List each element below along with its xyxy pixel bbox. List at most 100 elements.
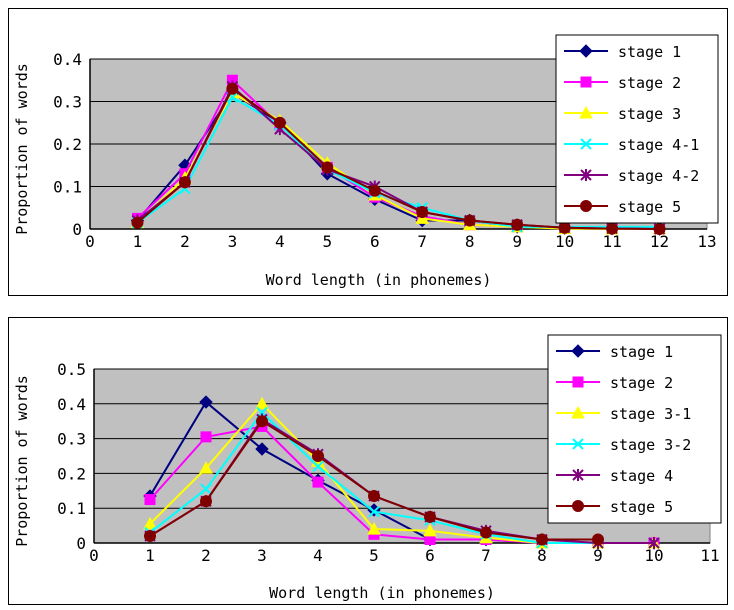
x-tick-label: 10 xyxy=(555,232,574,251)
legend-item-stage-5: stage 5 xyxy=(556,498,673,516)
data-point xyxy=(178,176,191,189)
legend-item-stage-2: stage 2 xyxy=(564,74,681,92)
data-point xyxy=(199,461,213,474)
legend-item-stage-5: stage 5 xyxy=(564,198,681,216)
x-tick-label: 9 xyxy=(593,546,603,565)
legend-label: stage 2 xyxy=(618,74,681,92)
y-tick-label: 0 xyxy=(72,220,82,239)
y-tick-label: 0.3 xyxy=(53,93,82,112)
x-tick-label: 12 xyxy=(650,232,669,251)
data-point xyxy=(144,494,156,505)
chart-bottom-svg: 0 0.1 0.2 0.3 0.4 0.5 0 1 2 3 4 5 6 7 8 9 10 11 Word lengt… xyxy=(13,334,722,602)
legend-item-stage-4-2: stage 4-2 xyxy=(564,167,699,185)
legend-item-stage-1: stage 1 xyxy=(556,343,673,361)
data-point xyxy=(536,533,548,546)
x-tick-label: 1 xyxy=(133,232,143,251)
y-tick-label: 0.1 xyxy=(57,499,86,518)
x-tick-label: 4 xyxy=(313,546,323,565)
y-tick-label: 0 xyxy=(76,534,86,553)
data-point xyxy=(131,216,144,229)
data-point xyxy=(143,516,157,530)
legend-marker xyxy=(580,200,592,212)
legend-label: stage 3-1 xyxy=(610,405,691,423)
y-tick-label: 0.5 xyxy=(57,360,86,379)
x-tick-label: 7 xyxy=(481,546,491,565)
data-point xyxy=(368,184,381,197)
data-point xyxy=(273,116,286,129)
x-tick-label: 3 xyxy=(257,546,267,565)
series-stage-5 xyxy=(144,415,604,546)
data-point xyxy=(558,221,571,234)
x-axis-title: Word length (in phonemes) xyxy=(269,584,495,602)
x-tick-label: 13 xyxy=(697,232,716,251)
legend-item-stage-4: stage 4 xyxy=(556,467,673,485)
data-point xyxy=(200,495,212,508)
data-point xyxy=(648,537,660,549)
x-tick-label: 9 xyxy=(512,232,522,251)
legend-item-stage-3-1: stage 3-1 xyxy=(556,405,691,423)
series-line xyxy=(149,410,654,544)
legend-label: stage 1 xyxy=(618,43,681,61)
y-tick-label: 0.2 xyxy=(57,464,86,483)
legend-label: stage 3 xyxy=(618,105,681,123)
legend-marker xyxy=(580,76,592,88)
legend-label: stage 5 xyxy=(610,498,673,516)
legend-marker xyxy=(572,438,584,450)
chart-panel-bottom: 0 0.1 0.2 0.3 0.4 0.5 0 1 2 3 4 5 6 7 8 9 10 11 Word lengt… xyxy=(8,317,728,605)
x-tick-label: 7 xyxy=(417,232,427,251)
legend-box xyxy=(555,34,719,224)
x-tick-label: 5 xyxy=(369,546,379,565)
legend-marker xyxy=(580,138,592,150)
data-point xyxy=(463,214,476,227)
x-tick-label: 11 xyxy=(602,232,621,251)
legend-label: stage 4-1 xyxy=(618,136,699,154)
data-point xyxy=(312,476,324,488)
legend-marker xyxy=(579,105,593,119)
data-point xyxy=(367,522,381,535)
series-stage-5 xyxy=(131,82,666,235)
data-point xyxy=(321,161,334,174)
x-tick-label: 6 xyxy=(370,232,380,251)
legend-item-stage-2: stage 2 xyxy=(556,374,673,392)
data-point xyxy=(480,526,492,539)
y-tick-label: 0.2 xyxy=(53,135,82,154)
data-point xyxy=(226,82,239,95)
legend-marker xyxy=(572,500,584,512)
x-tick-label: 8 xyxy=(537,546,547,565)
data-point xyxy=(368,505,380,518)
y-tick-label: 0.4 xyxy=(57,395,86,414)
data-point xyxy=(416,206,429,218)
legend-box xyxy=(547,334,722,524)
legend-marker xyxy=(579,44,593,58)
x-tick-label: 3 xyxy=(228,232,238,251)
data-point xyxy=(256,415,268,428)
data-point xyxy=(312,460,324,473)
x-tick-label: 10 xyxy=(644,546,663,565)
data-point xyxy=(144,530,156,543)
x-tick-label: 11 xyxy=(700,546,719,565)
data-point xyxy=(368,490,380,503)
data-point xyxy=(255,442,269,456)
chart-panel-top: 0 0.1 0.2 0.3 0.4 0 1 2 3 4 5 6 7 8 9 10 11 12 13 Word leng… xyxy=(8,8,728,296)
x-tick-label: 2 xyxy=(201,546,211,565)
x-axis-title: Word length (in phonemes) xyxy=(266,271,492,289)
data-point xyxy=(606,222,619,235)
x-tick-label: 2 xyxy=(180,232,190,251)
y-axis-title: Proportion of words xyxy=(13,375,31,547)
legend-item-stage-1: stage 1 xyxy=(564,43,681,61)
y-axis-title: Proportion of words xyxy=(13,63,31,235)
data-point xyxy=(200,431,212,443)
data-point xyxy=(592,533,604,546)
legend-marker xyxy=(572,469,584,481)
y-tick-label: 0.4 xyxy=(53,50,82,69)
legend-label: stage 4 xyxy=(610,467,673,485)
data-point xyxy=(199,395,213,409)
legend-marker xyxy=(580,169,592,181)
legend-label: stage 1 xyxy=(610,343,673,361)
legend-marker xyxy=(571,405,585,419)
legend-label: stage 5 xyxy=(618,198,681,216)
data-point xyxy=(653,223,666,235)
y-tick-label: 0.3 xyxy=(57,430,86,449)
x-tick-label: 1 xyxy=(145,546,155,565)
